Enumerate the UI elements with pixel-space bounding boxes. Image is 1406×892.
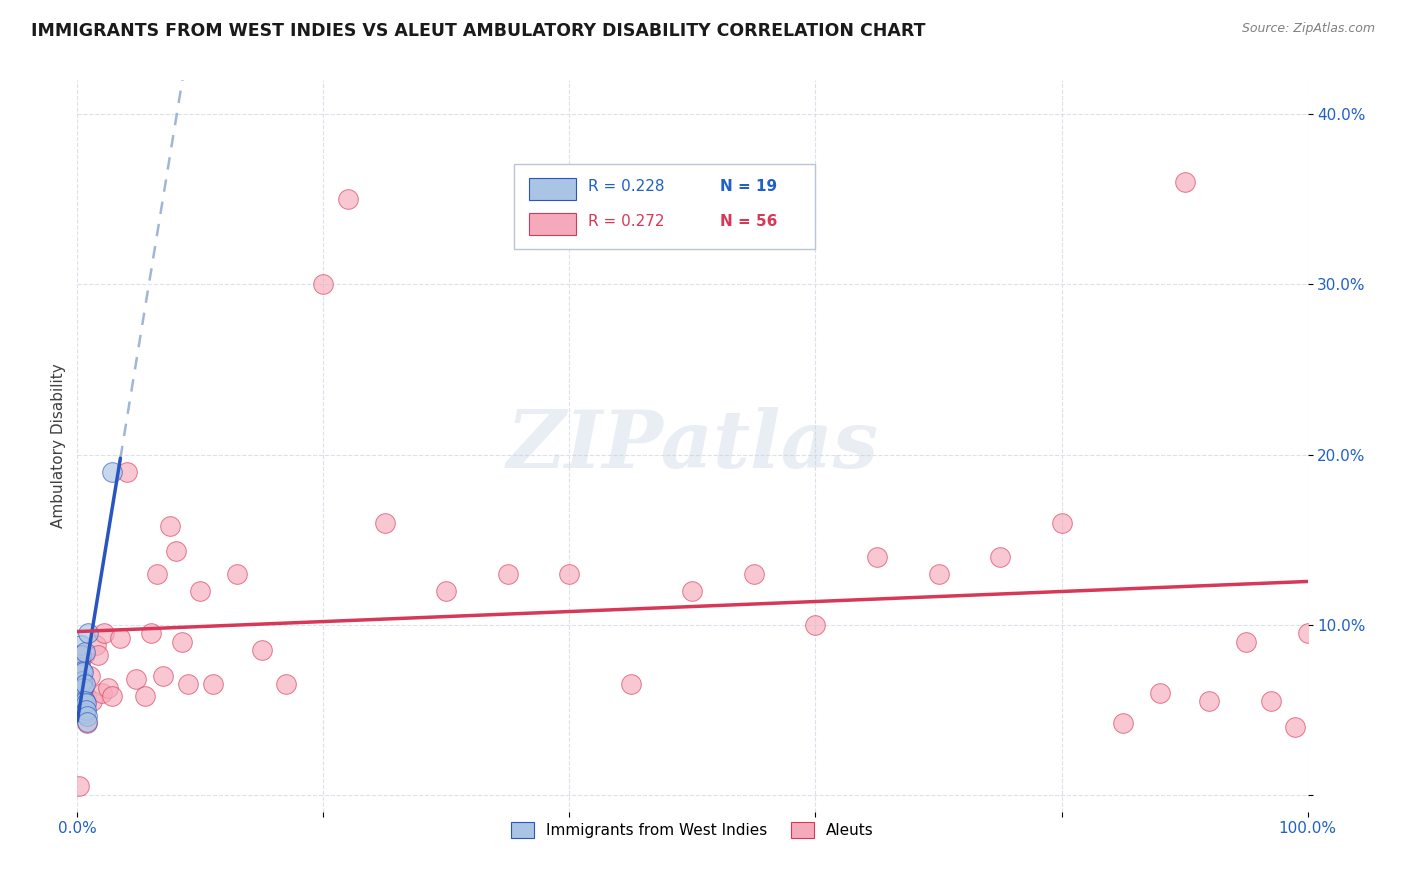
Point xyxy=(115,465,138,479)
Point xyxy=(742,566,765,581)
Text: N = 19: N = 19 xyxy=(720,178,776,194)
Point xyxy=(170,634,193,648)
Text: ZIPatlas: ZIPatlas xyxy=(506,408,879,484)
Point xyxy=(72,681,94,695)
Point xyxy=(75,703,97,717)
Text: R = 0.272: R = 0.272 xyxy=(588,214,665,229)
Point xyxy=(101,689,124,703)
Point xyxy=(110,631,132,645)
Point xyxy=(75,689,97,703)
Point xyxy=(558,566,581,581)
Point xyxy=(73,694,96,708)
Point xyxy=(141,626,163,640)
Point xyxy=(866,549,889,564)
Point xyxy=(75,696,97,710)
Point xyxy=(1198,694,1220,708)
Point xyxy=(436,583,458,598)
Point xyxy=(72,665,94,680)
Point xyxy=(72,673,94,688)
Point xyxy=(70,686,93,700)
Point xyxy=(69,660,91,674)
Point xyxy=(146,566,169,581)
Point xyxy=(70,638,93,652)
Point xyxy=(1174,175,1197,189)
Point xyxy=(1234,634,1257,648)
Point xyxy=(177,677,200,691)
Point xyxy=(1260,694,1282,708)
Point xyxy=(1149,686,1171,700)
Point xyxy=(804,617,827,632)
Point xyxy=(988,549,1011,564)
Point xyxy=(276,677,298,691)
Point xyxy=(77,626,100,640)
Point xyxy=(188,583,212,598)
Point xyxy=(76,709,98,723)
Point xyxy=(226,566,249,581)
Point xyxy=(125,672,148,686)
Point xyxy=(70,648,93,663)
Point xyxy=(152,668,174,682)
Point xyxy=(72,694,94,708)
FancyBboxPatch shape xyxy=(515,164,815,249)
Point xyxy=(165,544,187,558)
Text: R = 0.228: R = 0.228 xyxy=(588,178,665,194)
Point xyxy=(70,648,93,663)
Point xyxy=(620,677,643,691)
Point xyxy=(67,779,90,793)
Point xyxy=(90,686,114,700)
Point xyxy=(374,516,396,530)
Point xyxy=(134,689,156,703)
Point xyxy=(73,677,96,691)
Point xyxy=(682,583,704,598)
Point xyxy=(73,647,96,661)
Text: IMMIGRANTS FROM WEST INDIES VS ALEUT AMBULATORY DISABILITY CORRELATION CHART: IMMIGRANTS FROM WEST INDIES VS ALEUT AMB… xyxy=(31,22,925,40)
Point xyxy=(67,682,90,697)
Point xyxy=(76,714,98,729)
Point xyxy=(928,566,950,581)
Point xyxy=(97,681,120,695)
Legend: Immigrants from West Indies, Aleuts: Immigrants from West Indies, Aleuts xyxy=(505,816,880,845)
Point xyxy=(87,648,110,663)
Point xyxy=(312,277,335,292)
Point xyxy=(70,673,93,688)
FancyBboxPatch shape xyxy=(529,212,575,235)
FancyBboxPatch shape xyxy=(529,178,575,200)
Text: N = 56: N = 56 xyxy=(720,214,778,229)
Point xyxy=(201,677,224,691)
Point xyxy=(337,192,360,206)
Point xyxy=(1284,720,1306,734)
Point xyxy=(1112,716,1135,731)
Point xyxy=(1296,626,1319,640)
Y-axis label: Ambulatory Disability: Ambulatory Disability xyxy=(51,364,66,528)
Point xyxy=(496,566,519,581)
Point xyxy=(73,706,96,720)
Point xyxy=(250,643,273,657)
Point xyxy=(82,694,104,708)
Point xyxy=(84,638,107,652)
Point xyxy=(70,664,93,678)
Point xyxy=(76,716,98,731)
Point xyxy=(73,645,96,659)
Point xyxy=(69,655,91,669)
Point xyxy=(1050,516,1073,530)
Point xyxy=(93,626,115,640)
Point xyxy=(101,465,124,479)
Text: Source: ZipAtlas.com: Source: ZipAtlas.com xyxy=(1241,22,1375,36)
Point xyxy=(159,519,181,533)
Point xyxy=(79,668,101,682)
